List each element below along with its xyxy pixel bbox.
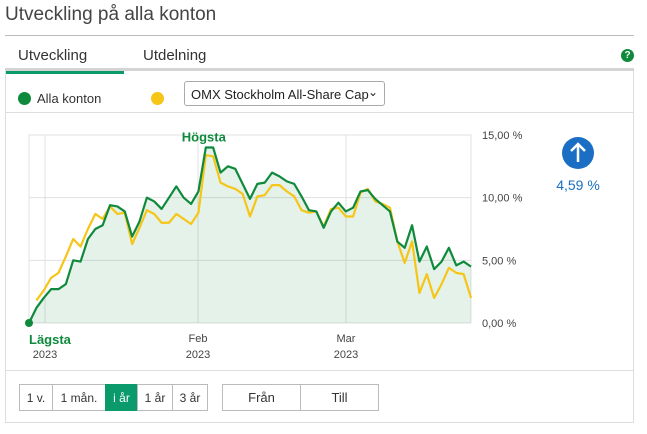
series2-dot-icon [151, 91, 165, 105]
series1-dot-icon [18, 91, 31, 105]
divider [5, 35, 634, 36]
select-value: OMX Stockholm All-Share Cap [191, 87, 369, 102]
range-iar-button[interactable]: i år [105, 384, 138, 411]
range-1man-button[interactable]: 1 mån. [52, 384, 106, 411]
min-point-marker [25, 319, 33, 327]
y-tick-label: 10,00 % [482, 193, 523, 205]
min-annotation: Lägsta [29, 332, 72, 347]
y-tick-label: 5,00 % [482, 255, 516, 267]
to-date-button[interactable]: Till [300, 384, 379, 411]
page-title: Utveckling på alla konton [5, 4, 217, 25]
tab-utveckling[interactable]: Utveckling [5, 47, 124, 74]
question-circle-icon[interactable]: ? [621, 49, 634, 62]
change-value: 4,59 % [556, 177, 600, 193]
date-buttons: Från Till [222, 384, 379, 411]
arrow-up-glyph [570, 142, 586, 162]
y-tick-label: 0,00 % [482, 318, 516, 330]
max-annotation: Högsta [182, 130, 227, 145]
series-line-1 [28, 146, 472, 324]
range-buttons: 1 v. 1 mån. i år 1 år 3 år [19, 384, 208, 411]
range-3ar-button[interactable]: 3 år [172, 384, 208, 411]
area-fill [29, 147, 471, 323]
tab-bar: Utveckling Utdelning ? [5, 44, 634, 74]
from-date-button[interactable]: Från [222, 384, 301, 411]
x-tick-label: Mar [337, 333, 356, 345]
tab-utdelning[interactable]: Utdelning [143, 47, 207, 64]
y-tick-label: 15,00 % [482, 130, 523, 142]
x-tick-label: Feb [189, 333, 208, 345]
chart-panel: Alla konton OMX Stockholm All-Share Cap … [5, 71, 634, 423]
x-tick-label: 2023 [33, 349, 57, 361]
chevron-down-icon: ⌄ [367, 85, 378, 99]
range-1v-button[interactable]: 1 v. [19, 384, 53, 411]
x-tick-sublabel: 2023 [186, 349, 210, 361]
chart-area: 15,00 % 10,00 % 5,00 % 0,00 % Feb 2023 Mar 2023… [6, 112, 633, 371]
legend-series1: Alla konton [37, 90, 102, 106]
range-1ar-button[interactable]: 1 år [137, 384, 173, 411]
legend: Alla konton [18, 85, 170, 111]
compare-index-select[interactable]: OMX Stockholm All-Share Cap ⌄ [184, 81, 385, 106]
x-tick-sublabel: 2023 [334, 349, 358, 361]
